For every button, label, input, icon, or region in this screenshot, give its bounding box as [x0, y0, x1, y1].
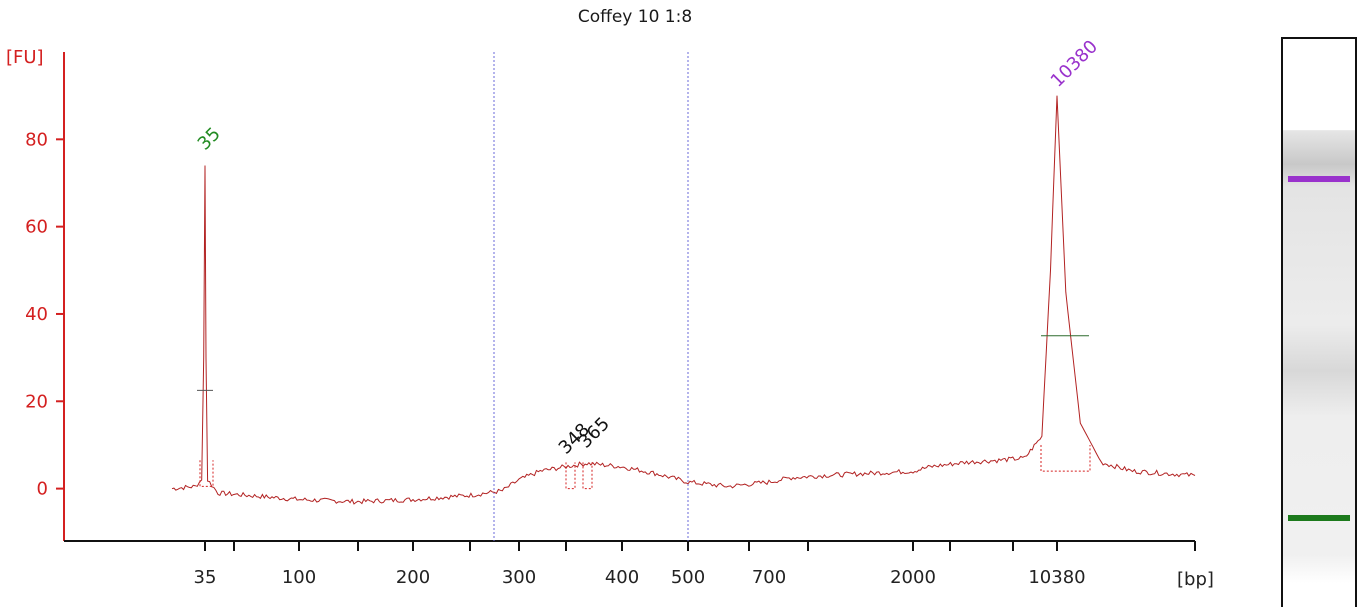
x-tick-label: 2000: [890, 567, 936, 588]
x-tick-label: 500: [671, 567, 705, 588]
x-tick-label: 10380: [1028, 567, 1085, 588]
peak-area-box: [582, 462, 593, 490]
y-tick-label: 0: [37, 479, 48, 500]
y-tick-label: 40: [25, 304, 48, 325]
x-tick-label: 300: [502, 567, 536, 588]
x-axis-label: [bp]: [1177, 569, 1214, 590]
y-tick-label: 60: [25, 217, 48, 238]
y-tick-label: 20: [25, 391, 48, 412]
electropherogram-trace: [171, 95, 1196, 505]
y-tick-label: 80: [25, 129, 48, 150]
gel-band-lower-marker: [1288, 515, 1350, 521]
peak-area-box: [1040, 444, 1091, 472]
x-tick-label: 100: [282, 567, 316, 588]
chart-title: Coffey 10 1:8: [578, 7, 692, 27]
peak-area-box: [565, 462, 576, 490]
x-tick-label: 200: [396, 567, 430, 588]
peak-area-box: [199, 460, 214, 487]
x-tick-label: 35: [194, 567, 217, 588]
x-tick-label: 400: [605, 567, 639, 588]
x-tick-label: 700: [752, 567, 786, 588]
gel-band-upper-marker: [1288, 176, 1350, 182]
gel-lane-background: [1281, 37, 1357, 607]
y-axis-label: [FU]: [6, 47, 44, 68]
